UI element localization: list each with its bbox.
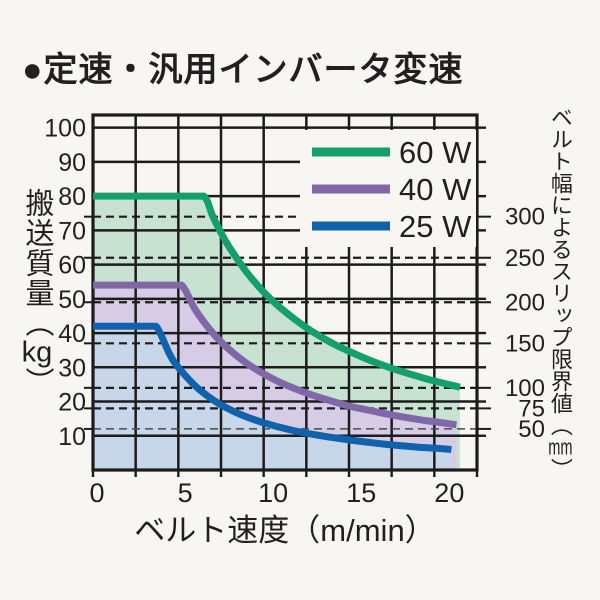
y-tick-label: 60 (58, 252, 86, 280)
plot-border (91, 113, 479, 472)
y-tick-label: 70 (58, 217, 86, 245)
y2-axis-unit-close-paren: ︶ (547, 458, 573, 480)
y-tick-label: 20 (58, 389, 86, 417)
y2-tick-label: 300 (505, 204, 545, 231)
y-tick-labels: 10 20 30 40 50 60 70 80 90 100 (44, 115, 86, 451)
y-tick-label: 30 (58, 354, 86, 382)
area-fill-25w (93, 326, 452, 470)
legend-label-40w: 40 W (399, 172, 472, 207)
x-tick-label: 15 (346, 478, 376, 508)
y2-axis-unit-open-paren: ︵ (547, 414, 573, 436)
y2-axis-title-text: ベルト幅によるスリップ限界値 (547, 106, 573, 414)
legend: 60 W40 W25 W (300, 130, 476, 247)
series-curve-40w (93, 281, 457, 429)
grid-lines (93, 115, 477, 470)
x-tick-label: 20 (434, 478, 464, 508)
x-tick-label: 0 (89, 478, 104, 508)
y-tick-label: 50 (58, 286, 86, 314)
series-curve-25w (93, 322, 452, 453)
y-tick-label: 100 (44, 115, 86, 143)
y2-tick-label: 150 (505, 330, 545, 357)
x-tick-label: 10 (258, 478, 288, 508)
y-axis-unit-open-paren: ︵ (21, 308, 53, 338)
y-tick-label: 80 (58, 183, 86, 211)
y-axis-title-text: 搬送質量 (21, 188, 53, 308)
y2-tick-label: 75 (518, 395, 545, 422)
y2-tick-label: 200 (505, 289, 545, 316)
y2-tick-label: 250 (505, 245, 545, 272)
y-axis-unit: kg (21, 338, 53, 367)
y-tick-label: 40 (58, 320, 86, 348)
legend-label-60w: 60 W (399, 135, 472, 170)
series-curve-60w (93, 192, 461, 391)
y2-axis-unit: mm (548, 436, 573, 458)
y-tick-label: 90 (58, 149, 86, 177)
y2-axis-title: ベルト幅によるスリップ限界値︵mm︶ (547, 106, 573, 480)
x-axis-title: ベルト速度（m/min） (134, 513, 436, 548)
y2-tick-label: 50 (518, 416, 545, 443)
y-tick-label: 10 (58, 423, 86, 451)
legend-label-25w: 25 W (399, 209, 472, 244)
x-tick-labels: 0 5 10 15 20 (89, 478, 464, 508)
chart-title: ●定速・汎用インバータ変速 (22, 51, 464, 89)
x-tick-label: 5 (178, 478, 193, 508)
y2-tick-label: 100 (505, 375, 545, 402)
y-axis-unit-close-paren: ︶ (21, 367, 53, 397)
y-axis-title: 搬送質量︵kg︶ (21, 188, 53, 397)
